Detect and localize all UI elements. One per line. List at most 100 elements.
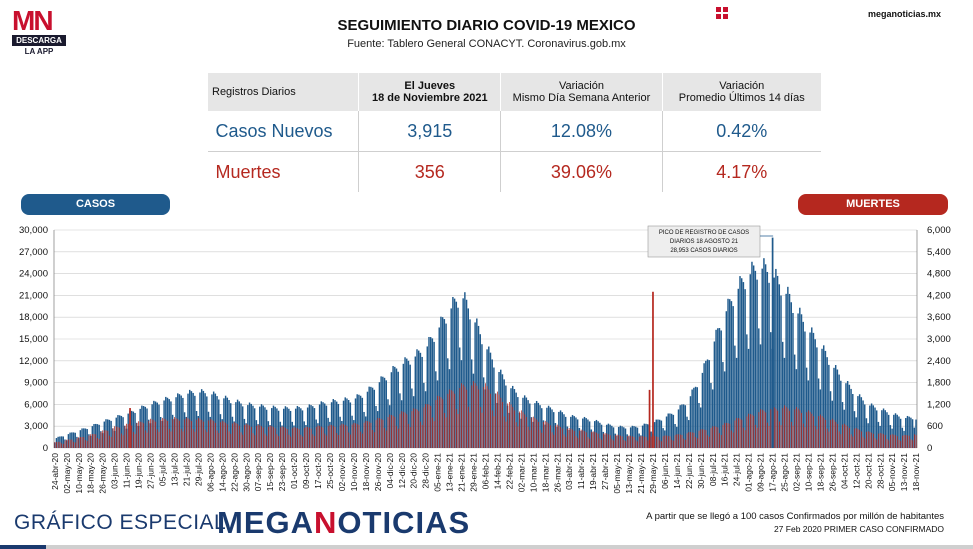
muertes-bar — [433, 421, 435, 448]
y-right-tick-label: 0 — [927, 443, 932, 454]
casos-bar — [643, 423, 646, 448]
muertes-bar — [346, 426, 348, 448]
muertes-bar — [650, 436, 652, 448]
muertes-bar — [698, 430, 700, 448]
muertes-bar — [363, 422, 365, 448]
casos-bar — [775, 268, 777, 448]
site-url[interactable]: meganoticias.mx — [867, 9, 941, 19]
muertes-bar — [216, 430, 218, 448]
casos-bar — [371, 387, 374, 448]
muertes-bar — [522, 412, 524, 448]
x-tick-label: 11-abr-21 — [576, 453, 586, 489]
muertes-bar — [408, 423, 409, 448]
casos-bar — [790, 302, 792, 448]
muertes-bar — [61, 443, 63, 448]
muertes-bar — [804, 427, 806, 448]
y-left-tick-label: 27,000 — [19, 247, 48, 258]
casos-bar — [144, 406, 147, 448]
muertes-bar — [693, 432, 695, 448]
muertes-bar — [119, 427, 121, 448]
casos-bar — [768, 282, 770, 448]
muertes-bar — [356, 423, 358, 448]
muertes-bar — [396, 425, 397, 448]
muertes-bar — [437, 395, 438, 448]
muertes-bar — [204, 429, 206, 448]
casos-bar — [238, 401, 241, 448]
casos-bar — [202, 390, 205, 448]
muertes-bar — [748, 413, 750, 448]
casos-bar — [884, 410, 886, 448]
muertes-bar — [114, 426, 116, 448]
muertes-bar — [167, 420, 168, 448]
muertes-bar — [842, 424, 844, 448]
casos-bar — [691, 389, 693, 448]
muertes-bar — [201, 419, 203, 448]
y-left-tick-label: 18,000 — [19, 312, 48, 323]
muertes-bar — [423, 407, 425, 448]
casos-bar — [858, 394, 861, 448]
muertes-bar — [223, 421, 225, 448]
casos-bar — [846, 381, 849, 448]
x-tick-label: 16-jul-21 — [720, 453, 730, 486]
muertes-bar — [141, 422, 143, 448]
casos-bar — [286, 407, 288, 448]
muertes-bar — [360, 431, 362, 448]
header-var-14: Variación Promedio Últimos 14 días — [661, 73, 821, 111]
brand-logo[interactable]: MN DESCARGA LA APP — [12, 7, 66, 56]
muertes-bar — [864, 438, 866, 448]
muertes-bar — [744, 430, 746, 448]
muertes-bar — [269, 425, 271, 448]
muertes-bar — [380, 418, 382, 448]
casos-bar — [335, 401, 338, 448]
casos-bar — [770, 332, 772, 448]
casos-bar — [754, 270, 757, 448]
muertes-bar — [719, 433, 720, 448]
casos-bar — [301, 410, 304, 448]
casos-bar — [730, 301, 733, 448]
muertes-bar — [843, 423, 845, 448]
muertes-bar — [249, 425, 251, 448]
casos-bar — [462, 298, 464, 448]
casos-bar — [453, 298, 456, 448]
casos-bar — [588, 421, 591, 448]
casos-bar — [802, 321, 804, 448]
y-left-tick-label: 6,000 — [24, 399, 48, 410]
casos-bar — [823, 345, 825, 448]
casos-bar — [575, 417, 577, 448]
muertes-bar — [97, 438, 98, 448]
row-label: Casos Nuevos — [207, 111, 359, 152]
muertes-bar — [464, 386, 466, 448]
x-tick-label: 22-feb-21 — [504, 453, 514, 490]
muertes-bar — [209, 418, 211, 448]
muertes-bar — [838, 431, 840, 448]
casos-bar — [230, 403, 232, 448]
muertes-bar — [508, 402, 510, 448]
casos-bar — [428, 336, 430, 448]
muertes-spike-bar — [652, 291, 654, 448]
muertes-bar — [845, 424, 847, 448]
muertes-bar — [618, 435, 620, 448]
muertes-bar — [73, 441, 74, 448]
muertes-bar — [488, 389, 490, 448]
casos-bar — [899, 418, 902, 448]
muertes-bar — [411, 411, 413, 448]
casos-bar — [426, 346, 428, 448]
footer-label: GRÁFICO ESPECIAL — [14, 511, 227, 534]
peak-annotation-box — [647, 225, 761, 258]
muertes-bar — [438, 396, 440, 448]
y-right-tick-label: 1,800 — [927, 378, 951, 389]
muertes-bar — [274, 428, 276, 448]
casos-bar — [667, 413, 669, 448]
muertes-bar — [536, 419, 538, 448]
muertes-bar — [828, 431, 830, 448]
muertes-bar — [490, 393, 491, 448]
muertes-bar — [753, 415, 755, 448]
muertes-bar — [314, 436, 315, 448]
casos-bar — [252, 405, 254, 448]
muertes-bar — [230, 433, 232, 448]
casos-bar — [228, 400, 230, 448]
x-tick-label: 17-ago-21 — [768, 453, 778, 492]
muertes-bar — [840, 434, 842, 448]
casos-bar — [881, 410, 883, 448]
peak-annotation-text: DIARIOS 18 AGOSTO 21 — [670, 239, 739, 245]
